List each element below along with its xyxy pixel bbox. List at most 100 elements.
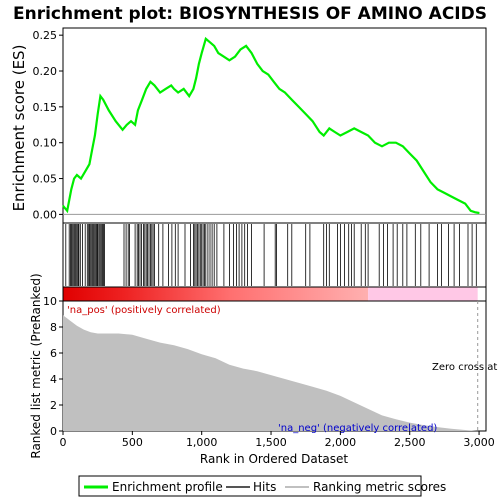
es-point [262, 70, 264, 72]
es-point [353, 127, 355, 129]
y-axis-bottom: 0 2 4 6 8 10 [43, 295, 63, 438]
x-tick-label: 500 [122, 436, 143, 449]
es-series [62, 36, 486, 215]
legend: Enrichment profile Hits Ranking metric s… [78, 475, 446, 497]
es-point [291, 99, 293, 101]
y-axis-label-top: Enrichment score (ES) [10, 45, 28, 212]
es-point [245, 45, 247, 47]
es-point [84, 170, 86, 172]
es-point [251, 52, 253, 54]
ranking-metric-area [63, 315, 478, 431]
es-point [198, 63, 200, 65]
y-tick-label-bottom: 10 [43, 295, 57, 308]
es-point [457, 199, 459, 201]
es-point [305, 113, 307, 115]
es-point [239, 48, 242, 51]
es-point [205, 38, 207, 40]
es-point [91, 149, 93, 151]
es-point [273, 81, 275, 83]
zero-cross-annotation: Zero cross at 2 [432, 362, 500, 373]
es-point [134, 124, 136, 126]
es-point [267, 74, 269, 76]
es-point [319, 131, 321, 133]
legend-label-enrichment: Enrichment profile [112, 480, 223, 494]
y-tick-label-top: 0.25 [33, 29, 58, 42]
y-tick-label-bottom: 8 [50, 321, 57, 334]
x-tick-label: 1,000 [186, 436, 218, 449]
colorbar-negative [368, 287, 478, 301]
y-tick-label-bottom: 6 [50, 347, 57, 360]
es-point [70, 188, 72, 190]
es-point [73, 178, 75, 180]
y-tick-label-top: 0.20 [33, 65, 58, 78]
es-point [323, 134, 325, 137]
neg-annotation: 'na_neg' (negatively correlated) [278, 423, 437, 434]
es-point [145, 88, 147, 90]
es-point [130, 120, 132, 122]
es-point [298, 106, 300, 108]
es-point [122, 129, 124, 131]
es-point [165, 88, 167, 90]
y-axis-top: 0.00 0.05 0.10 0.15 0.20 0.25 [33, 29, 63, 221]
es-point [192, 88, 194, 90]
y-tick-label-bottom: 2 [50, 399, 57, 412]
x-tick-label: 2,000 [325, 436, 357, 449]
y-tick-label-bottom: 4 [50, 373, 57, 386]
es-point [195, 77, 197, 79]
es-point [346, 131, 348, 133]
es-point [173, 88, 175, 90]
es-point [234, 56, 236, 58]
es-point [141, 99, 143, 101]
es-point [159, 91, 161, 94]
y-axis-label-bottom: Ranked list metric (PreRanked) [29, 273, 43, 458]
es-point [97, 113, 99, 115]
es-point [334, 131, 336, 133]
es-point [217, 52, 219, 54]
es-point [256, 63, 258, 65]
es-point [183, 88, 185, 90]
x-axis: 0 500 1,000 1,500 2,000 2,500 3,000 [60, 431, 495, 449]
es-point [423, 170, 425, 172]
es-point [88, 163, 90, 165]
es-point [80, 178, 82, 180]
es-point [126, 124, 128, 126]
es-point [388, 142, 390, 144]
es-point [213, 45, 215, 47]
legend-label-hits: Hits [253, 480, 276, 494]
es-point [149, 81, 151, 83]
legend-label-metric: Ranking metric scores [313, 480, 446, 494]
es-point [443, 192, 445, 194]
es-point [66, 210, 68, 212]
es-point [94, 134, 96, 137]
es-point [153, 84, 156, 86]
pos-annotation: 'na_pos' (positively correlated) [67, 305, 221, 316]
x-tick-label: 0 [60, 436, 67, 449]
es-point [284, 91, 286, 94]
es-point [228, 59, 230, 61]
x-tick-label: 3,000 [463, 436, 495, 449]
es-point [278, 88, 280, 90]
es-point [312, 120, 314, 122]
x-tick-label: 2,500 [394, 436, 426, 449]
es-point [223, 56, 225, 58]
es-point [374, 142, 376, 144]
es-point [409, 152, 411, 155]
y-tick-label-top: 0.15 [33, 101, 58, 114]
es-point [416, 160, 418, 162]
es-point [381, 145, 383, 147]
metric-series [63, 301, 479, 431]
y-tick-label-top: 0.10 [33, 137, 58, 150]
es-point [429, 181, 432, 183]
es-point [188, 95, 190, 97]
es-point [328, 127, 330, 129]
x-axis-label: Rank in Ordered Dataset [200, 452, 348, 466]
es-point [115, 120, 117, 122]
es-point [209, 41, 211, 43]
y-tick-label-top: 0.00 [33, 208, 58, 221]
es-point [108, 109, 110, 111]
hits-series [65, 224, 477, 286]
es-point [367, 134, 369, 137]
es-point [76, 174, 78, 176]
y-tick-label-top: 0.05 [33, 173, 58, 186]
